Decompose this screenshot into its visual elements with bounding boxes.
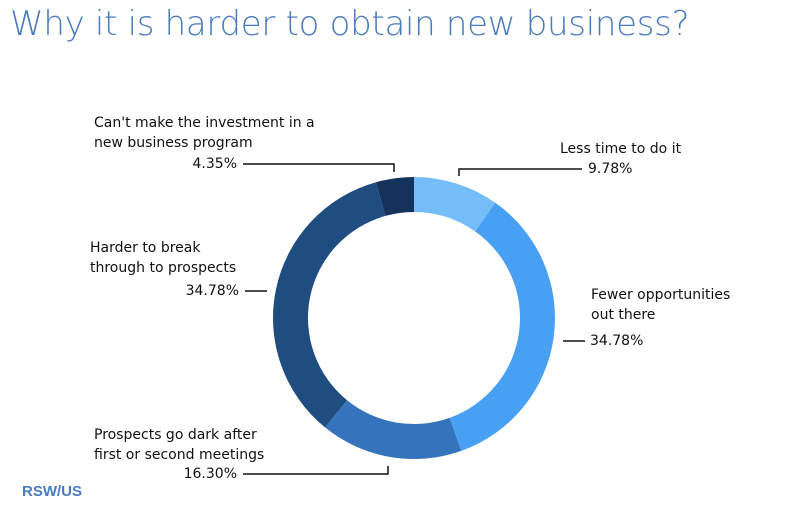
chart-title: Why it is harder to obtain new business?	[10, 4, 690, 44]
donut-slice-3	[272, 182, 386, 428]
slice-label-2: Prospects go dark after first or second …	[94, 425, 264, 465]
leader-line-4	[243, 163, 395, 172]
label-line: Fewer opportunities	[591, 287, 731, 303]
slice-label-3: Harder to break through to prospects	[90, 238, 236, 278]
leader-line-2	[243, 466, 389, 475]
slice-label-0: Less time to do it	[560, 139, 681, 159]
label-line: Can't make the investment in a	[94, 115, 315, 131]
label-line: Less time to do it	[560, 141, 682, 157]
donut-slice-2	[325, 400, 462, 460]
slice-value-0: 9.78%	[588, 161, 633, 177]
leader-line-0	[458, 168, 582, 176]
slice-value-4: 4.35%	[192, 156, 237, 172]
label-line: new business program	[94, 135, 253, 151]
slice-value-2: 16.30%	[183, 466, 237, 482]
donut-slice-4	[375, 177, 414, 216]
slice-value-1: 34.78%	[590, 333, 644, 349]
donut-slice-1	[449, 202, 555, 451]
label-line: Prospects go dark after	[94, 427, 257, 443]
slice-value-3: 34.78%	[185, 283, 239, 299]
label-line: Harder to break	[90, 240, 201, 256]
slice-label-1: Fewer opportunities out there	[591, 285, 730, 325]
slice-label-4: Can't make the investment in a new busin…	[94, 113, 315, 153]
label-line: first or second meetings	[94, 447, 265, 463]
label-line: through to prospects	[90, 260, 237, 276]
label-line: out there	[591, 307, 656, 323]
rswus-logo: RSW/US	[22, 483, 82, 500]
donut-slice-0	[414, 177, 496, 232]
